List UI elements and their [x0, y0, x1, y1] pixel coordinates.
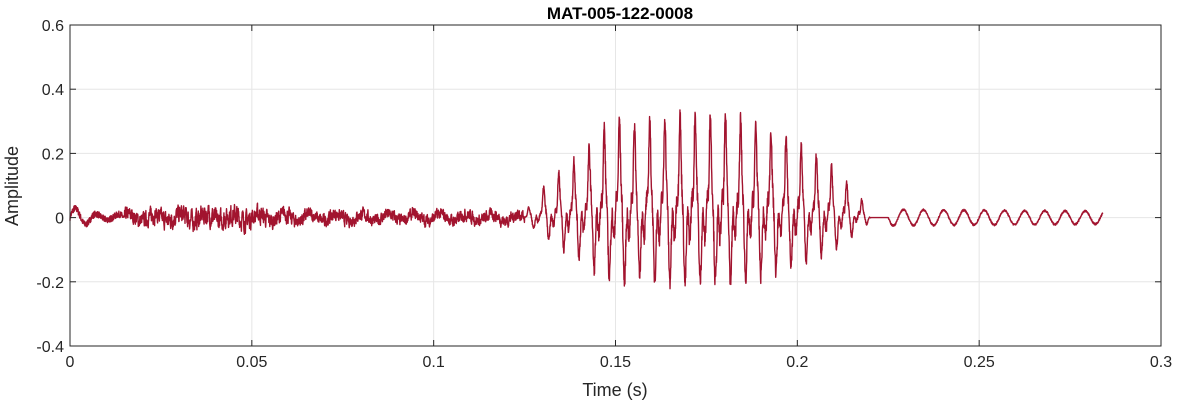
- x-tick-label: 0: [66, 354, 75, 371]
- y-tick-label: 0: [55, 211, 64, 228]
- y-tick-label: 0.4: [42, 82, 64, 99]
- y-axis-label: Amplitude: [2, 146, 22, 226]
- x-axis-label: Time (s): [582, 380, 647, 400]
- y-tick-label: -0.4: [36, 339, 64, 356]
- plot-area: [69, 109, 1104, 290]
- x-tick-label: 0.25: [964, 354, 995, 371]
- x-tick-label: 0.3: [1150, 354, 1172, 371]
- ticks: 0 0.05 0.1 0.15 0.2 0.25 0.3 -0.4 -0.2 0 0.2 0.4 0.6: [36, 18, 1172, 371]
- y-tick-label: 0.2: [42, 146, 64, 163]
- x-tick-label: 0.2: [786, 354, 808, 371]
- y-tick-label: 0.6: [42, 18, 64, 35]
- y-tick-label: -0.2: [36, 275, 64, 292]
- x-tick-label: 0.15: [600, 354, 631, 371]
- grid-lines: [69, 24, 1162, 347]
- waveform-line: [69, 109, 1104, 290]
- chart-title: MAT-005-122-0008: [547, 4, 693, 23]
- x-tick-label: 0.1: [423, 354, 445, 371]
- x-tick-label: 0.05: [236, 354, 267, 371]
